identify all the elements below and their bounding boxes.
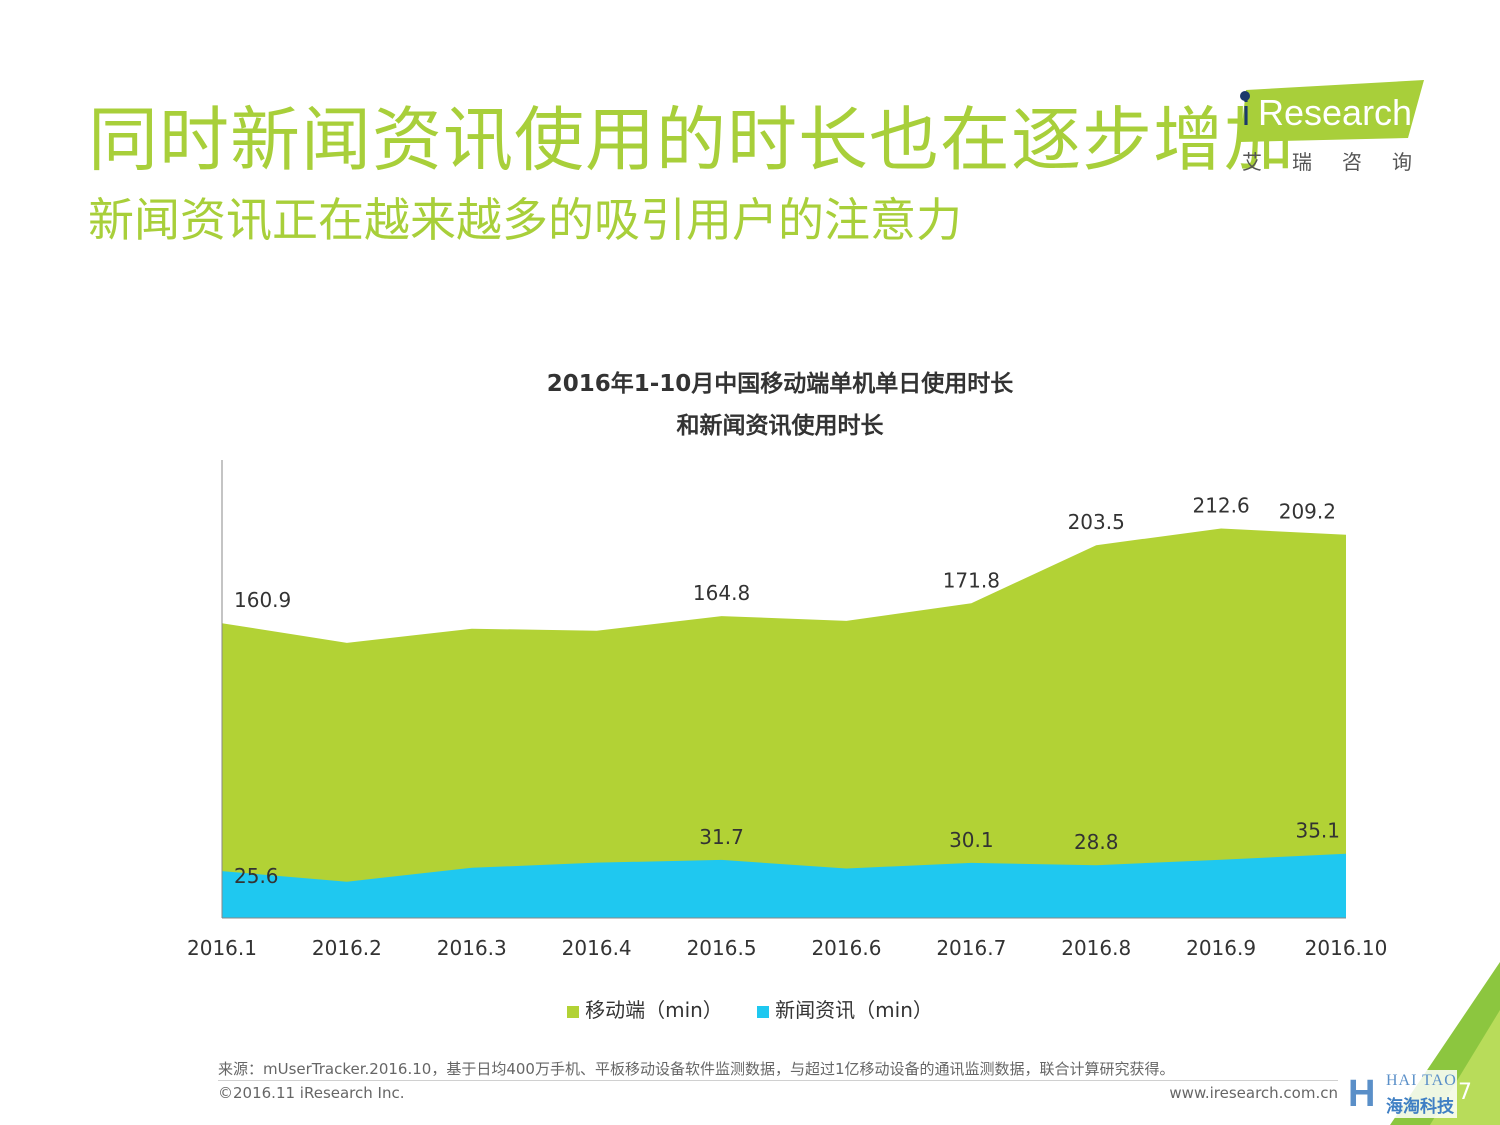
data-label: 212.6 (1192, 494, 1249, 518)
page-title: 同时新闻资讯使用的时长也在逐步增加 (88, 99, 1295, 181)
chart-title-line2: 和新闻资讯使用时长 (676, 413, 884, 439)
chart-title-line1: 2016年1-10月中国移动端单机单日使用时长 (546, 371, 1014, 397)
x-tick-label: 2016.1 (187, 936, 257, 960)
data-label: 28.8 (1074, 830, 1119, 854)
watermark-top-text: HAI TAO (1386, 1072, 1457, 1089)
logo-brand-i: i (1242, 92, 1250, 133)
data-label: 164.8 (693, 581, 750, 605)
legend-item-news: 新闻资讯（min） (757, 994, 933, 1023)
watermark-h-icon: H (1348, 1073, 1376, 1115)
website-link[interactable]: www.iresearch.com.cn (1169, 1084, 1338, 1102)
source-note: 来源：mUserTracker.2016.10，基于日均400万手机、平板移动设… (218, 1060, 1175, 1078)
data-label: 209.2 (1279, 500, 1336, 524)
data-label: 31.7 (699, 825, 744, 849)
x-tick-label: 2016.9 (1186, 936, 1256, 960)
logo-subtext: 艾瑞咨询 (1242, 150, 1442, 174)
watermark-box (1342, 1070, 1457, 1118)
logo-dot-icon (1240, 91, 1250, 101)
logo-brand-text: Research (1258, 92, 1413, 133)
copyright-text: ©2016.11 iResearch Inc. (218, 1084, 405, 1102)
series-area-0 (222, 528, 1346, 918)
data-label: 203.5 (1068, 510, 1125, 534)
data-label: 160.9 (234, 588, 291, 612)
x-tick-label: 2016.10 (1305, 936, 1388, 960)
x-tick-label: 2016.7 (936, 936, 1006, 960)
legend-item-mobile: 移动端（min） (567, 994, 723, 1023)
footer-divider (218, 1080, 1338, 1081)
legend-swatch-news (757, 1005, 770, 1018)
watermark-bottom-text: 海淘科技 (1386, 1097, 1454, 1117)
x-tick-label: 2016.4 (562, 936, 632, 960)
page-subtitle: 新闻资讯正在越来越多的吸引用户的注意力 (88, 193, 962, 247)
page-number: 7 (1458, 1080, 1472, 1105)
x-tick-label: 2016.2 (312, 936, 382, 960)
logo-background-shape (1240, 80, 1424, 142)
x-tick-label: 2016.8 (1061, 936, 1131, 960)
x-tick-label: 2016.6 (811, 936, 881, 960)
data-label: 35.1 (1295, 819, 1340, 843)
chart-legend: 移动端（min） 新闻资讯（min） (0, 994, 1500, 1023)
iresearch-logo (1240, 80, 1424, 142)
x-tick-label: 2016.5 (687, 936, 757, 960)
x-tick-label: 2016.3 (437, 936, 507, 960)
legend-swatch-mobile (567, 1005, 580, 1018)
series-area-1 (222, 853, 1346, 918)
legend-label-mobile: 移动端（min） (585, 998, 723, 1022)
data-label: 171.8 (943, 568, 1000, 592)
legend-label-news: 新闻资讯（min） (775, 998, 933, 1022)
data-label: 30.1 (949, 828, 994, 852)
data-label: 25.6 (234, 864, 279, 888)
